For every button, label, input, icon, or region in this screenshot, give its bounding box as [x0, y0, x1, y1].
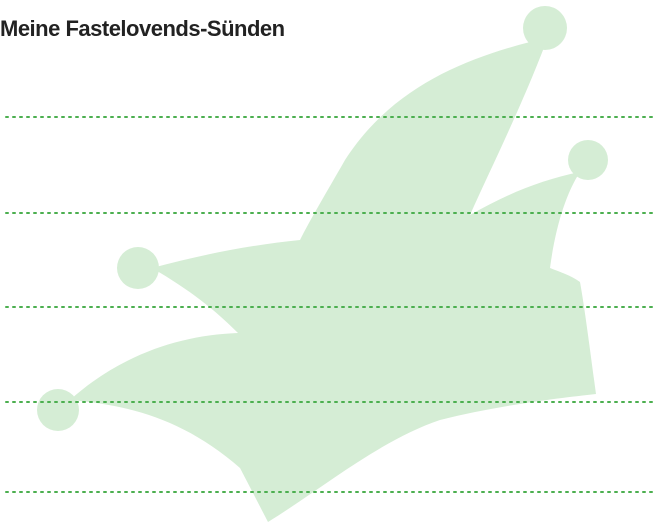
title: Meine Fastelovends-Sünden — [0, 16, 285, 42]
background — [0, 0, 654, 523]
page: Meine Fastelovends-Sünden — [0, 0, 654, 523]
jester-hat — [37, 6, 608, 522]
